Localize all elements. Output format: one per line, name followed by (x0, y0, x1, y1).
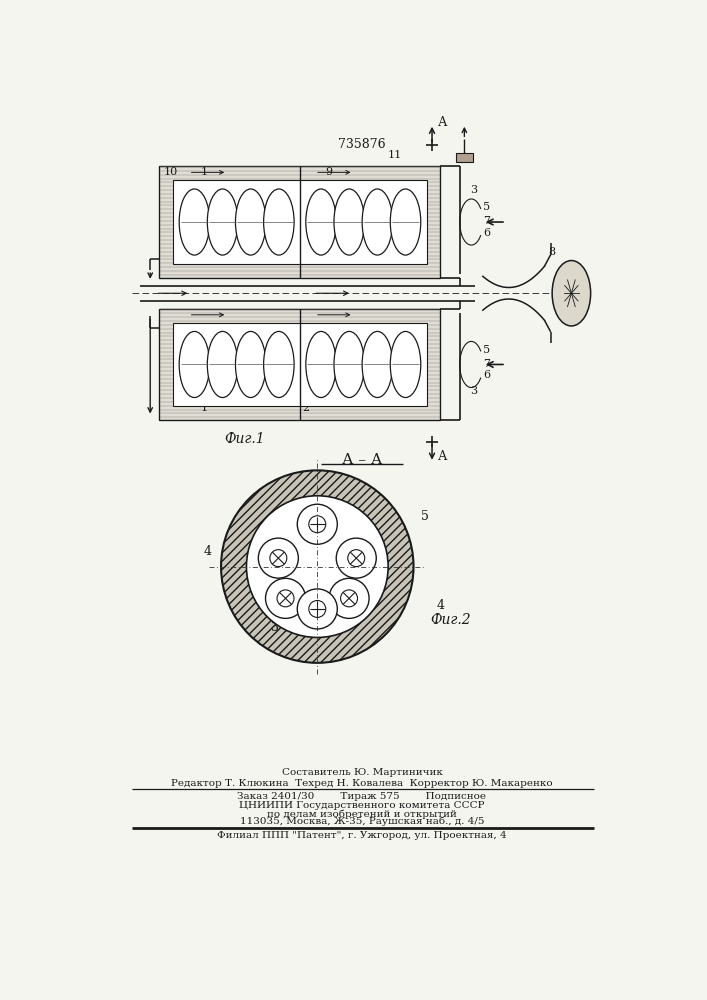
Text: 113035, Москва, Ж-35, Раушская наб., д. 4/5: 113035, Москва, Ж-35, Раушская наб., д. … (240, 817, 484, 826)
Text: 1: 1 (201, 167, 208, 177)
Text: А – А: А – А (341, 453, 382, 467)
Circle shape (221, 470, 414, 663)
Ellipse shape (235, 331, 266, 398)
Text: Фиг.1: Фиг.1 (224, 432, 264, 446)
Text: 6: 6 (483, 370, 490, 380)
Ellipse shape (390, 189, 421, 255)
Text: 2: 2 (302, 403, 309, 413)
Bar (160, 166, 440, 278)
Text: Фиг.2: Фиг.2 (430, 613, 471, 627)
Circle shape (270, 550, 287, 567)
Text: 8: 8 (549, 247, 556, 257)
Ellipse shape (306, 331, 337, 398)
Bar (160, 309, 440, 420)
Text: А: А (438, 450, 448, 463)
Circle shape (297, 504, 337, 544)
Bar (456, 153, 473, 162)
Text: 11: 11 (387, 150, 402, 160)
Text: 3: 3 (271, 621, 279, 634)
Text: 3: 3 (470, 185, 477, 195)
Ellipse shape (264, 331, 294, 398)
Text: 9: 9 (325, 167, 332, 177)
Text: Филиал ППП "Патент", г. Ужгород, ул. Проектная, 4: Филиал ППП "Патент", г. Ужгород, ул. Про… (217, 831, 507, 840)
Text: 4: 4 (320, 616, 327, 629)
Circle shape (341, 590, 358, 607)
Text: 7: 7 (483, 216, 490, 226)
Text: 7: 7 (483, 359, 490, 369)
Text: Заказ 2401/30        Тираж 575        Подписное: Заказ 2401/30 Тираж 575 Подписное (238, 792, 486, 801)
Circle shape (277, 590, 294, 607)
Circle shape (309, 516, 326, 533)
Circle shape (247, 496, 388, 637)
Text: 5: 5 (483, 202, 490, 212)
Bar (173, 323, 426, 406)
Text: 6: 6 (483, 228, 490, 238)
Circle shape (297, 589, 337, 629)
Ellipse shape (334, 189, 365, 255)
Ellipse shape (362, 331, 392, 398)
Text: 3: 3 (470, 386, 477, 396)
Ellipse shape (235, 189, 266, 255)
Ellipse shape (362, 189, 392, 255)
Circle shape (266, 578, 305, 618)
Ellipse shape (334, 331, 365, 398)
Text: Редактор Т. Клюкина  Техред Н. Ковалева  Корректор Ю. Макаренко: Редактор Т. Клюкина Техред Н. Ковалева К… (171, 779, 553, 788)
Circle shape (337, 538, 376, 578)
Ellipse shape (306, 189, 337, 255)
Text: 4: 4 (203, 545, 211, 558)
Text: 4: 4 (436, 599, 445, 612)
Text: 5: 5 (421, 510, 429, 523)
Text: ЦНИИПИ Государственного комитета СССР: ЦНИИПИ Государственного комитета СССР (239, 801, 485, 810)
Text: 10: 10 (164, 167, 178, 177)
Text: по делам изобретений и открытий: по делам изобретений и открытий (267, 809, 457, 819)
Text: 5: 5 (483, 345, 490, 355)
Circle shape (309, 600, 326, 617)
Circle shape (258, 538, 298, 578)
Ellipse shape (552, 261, 590, 326)
Ellipse shape (207, 189, 238, 255)
Ellipse shape (207, 331, 238, 398)
Ellipse shape (179, 331, 210, 398)
Ellipse shape (264, 189, 294, 255)
Ellipse shape (390, 331, 421, 398)
Ellipse shape (179, 189, 210, 255)
Circle shape (329, 578, 369, 618)
Bar (173, 180, 426, 264)
Text: Составитель Ю. Мартиничик: Составитель Ю. Мартиничик (281, 768, 443, 777)
Circle shape (348, 550, 365, 567)
Text: 735876: 735876 (338, 138, 386, 151)
Text: А: А (438, 116, 448, 129)
Text: 1: 1 (201, 403, 208, 413)
